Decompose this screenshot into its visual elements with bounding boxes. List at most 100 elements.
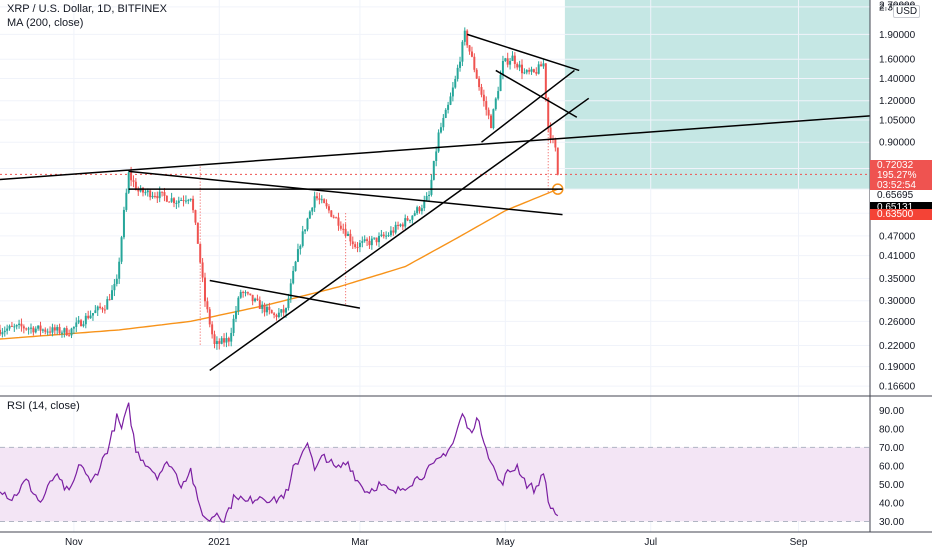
- candle-body: [254, 298, 257, 302]
- candle-body: [108, 299, 111, 301]
- candle-body: [308, 211, 311, 219]
- candle-body: [72, 326, 75, 329]
- candle-body: [122, 209, 125, 238]
- candle-body: [511, 55, 514, 61]
- candle-body: [153, 195, 156, 197]
- candle-body: [518, 64, 521, 68]
- y-tick-label: 1.05000: [879, 115, 916, 126]
- rsi-tick-label: 80.00: [879, 424, 904, 435]
- candle-body: [530, 69, 533, 72]
- candle-body: [327, 206, 330, 211]
- candle-body: [70, 328, 73, 336]
- candle-body: [287, 298, 290, 309]
- trendline[interactable]: [466, 33, 580, 72]
- candle-body: [380, 234, 383, 236]
- candle-body: [194, 210, 197, 223]
- candle-body: [461, 41, 464, 62]
- candle-body: [339, 225, 342, 229]
- candle-body: [470, 51, 473, 57]
- candle-body: [485, 101, 488, 110]
- trendline[interactable]: [0, 115, 871, 181]
- candle-body: [242, 291, 245, 293]
- candle-body: [125, 192, 128, 210]
- candle-body: [13, 326, 16, 328]
- candle-body: [189, 198, 192, 201]
- candle-body: [397, 224, 400, 226]
- candle-body: [282, 309, 285, 313]
- candle-body: [151, 195, 154, 198]
- candle-body: [6, 328, 9, 331]
- candle-body: [473, 56, 476, 70]
- candle-body: [332, 216, 335, 218]
- candle-body: [201, 262, 204, 278]
- candle-body: [356, 247, 359, 249]
- candle-body: [239, 291, 242, 298]
- candle-body: [544, 63, 547, 98]
- y-tick-label: 0.35000: [879, 274, 916, 285]
- candle-body: [318, 198, 321, 200]
- candle-body: [366, 239, 369, 241]
- level-badge-1: 0.65695: [870, 190, 932, 202]
- candle-body: [556, 147, 559, 175]
- candle-body: [408, 219, 411, 221]
- candle-body: [144, 192, 147, 194]
- candle-body: [22, 326, 25, 329]
- candle-body: [230, 332, 233, 342]
- candle-body: [330, 210, 333, 217]
- candle-body: [68, 335, 71, 337]
- rsi-tick-label: 60.00: [879, 461, 904, 472]
- candle-body: [285, 308, 288, 313]
- candle-body: [490, 115, 493, 129]
- trendline[interactable]: [481, 69, 575, 143]
- candle-body: [423, 200, 426, 209]
- y-tick-label: 1.20000: [879, 96, 916, 107]
- trendline-layer[interactable]: [0, 33, 871, 372]
- candle-body: [361, 241, 364, 243]
- grid-layer: [0, 0, 870, 532]
- candle-body: [227, 338, 230, 342]
- candle-body: [439, 127, 442, 133]
- candle-body: [51, 327, 54, 333]
- candle-body: [103, 309, 106, 311]
- candle-body: [192, 198, 195, 211]
- trendline[interactable]: [128, 170, 563, 216]
- rsi-tick-label: 40.00: [879, 498, 904, 509]
- candle-body: [101, 307, 104, 310]
- candle-body: [454, 78, 457, 88]
- candle-body: [44, 329, 47, 332]
- candle-body: [115, 278, 118, 284]
- candle-body: [249, 293, 252, 295]
- candle-body: [46, 331, 49, 333]
- candle-body: [156, 195, 159, 199]
- candle-body: [513, 55, 516, 64]
- candle-body: [134, 181, 137, 190]
- x-tick-label: May: [496, 537, 515, 548]
- candle-body: [15, 325, 18, 327]
- candle-body: [387, 235, 390, 237]
- y-tick-label: 0.41000: [879, 251, 916, 262]
- candle-body: [137, 189, 140, 192]
- candle-body: [394, 224, 397, 233]
- candle-body: [499, 74, 502, 92]
- candle-body: [435, 151, 438, 161]
- candle-body: [306, 218, 309, 230]
- symbol-title[interactable]: XRP / U.S. Dollar, 1D, BITFINEX: [7, 3, 167, 15]
- candle-body: [8, 325, 11, 329]
- candle-body: [10, 325, 13, 327]
- rsi-legend[interactable]: RSI (14, close): [7, 400, 80, 412]
- candle-body: [337, 217, 340, 226]
- candle-body: [246, 292, 249, 294]
- candle-body: [234, 310, 237, 319]
- ma-legend[interactable]: MA (200, close): [7, 17, 84, 29]
- trendline[interactable]: [209, 279, 361, 309]
- trendline[interactable]: [495, 69, 578, 118]
- candle-body: [34, 328, 37, 333]
- candle-body: [354, 244, 357, 248]
- candle-body: [263, 304, 266, 313]
- trendline[interactable]: [209, 97, 590, 372]
- candle-body: [542, 63, 545, 67]
- candle-body: [87, 315, 90, 319]
- candle-body: [528, 70, 531, 72]
